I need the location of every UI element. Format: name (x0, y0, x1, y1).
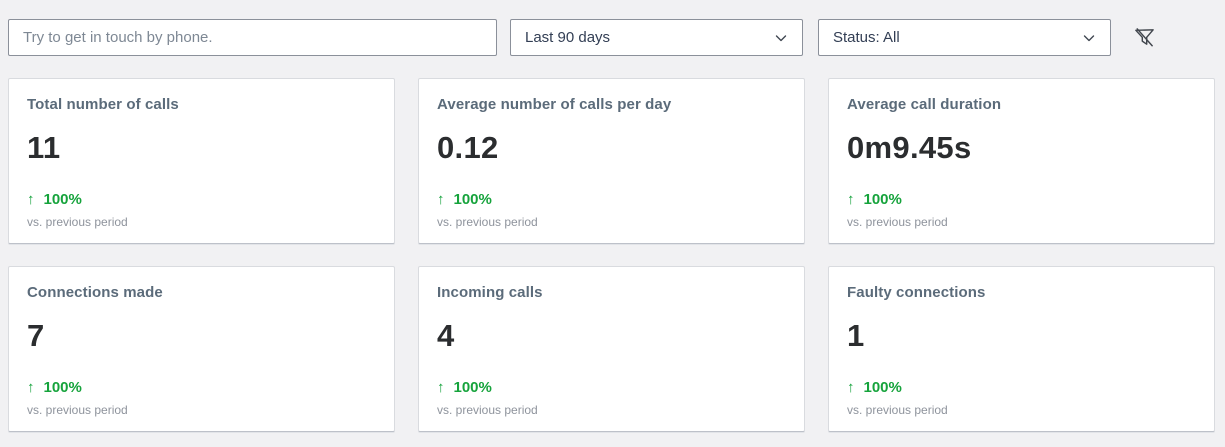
status-dropdown-value: Status: All (833, 29, 900, 46)
card-comparison-label: vs. previous period (27, 403, 128, 417)
card-title: Connections made (27, 284, 163, 301)
card-delta: ↑ 100% (847, 379, 1196, 396)
stat-card-faulty-connections: Faulty connections 1 ↑ 100% vs. previous… (828, 266, 1215, 432)
status-dropdown[interactable]: Status: All (818, 19, 1111, 56)
card-delta: ↑ 100% (27, 191, 376, 208)
card-title: Average number of calls per day (437, 96, 672, 113)
chevron-down-icon (773, 30, 789, 46)
arrow-up-icon: ↑ (27, 379, 35, 396)
stat-card-total-calls: Total number of calls 11 ↑ 100% vs. prev… (8, 78, 395, 244)
card-comparison-label: vs. previous period (437, 215, 538, 229)
stats-card-grid: Total number of calls 11 ↑ 100% vs. prev… (8, 78, 1215, 432)
card-title: Average call duration (847, 96, 1002, 113)
delta-percent: 100% (43, 191, 82, 208)
arrow-up-icon: ↑ (437, 379, 445, 396)
card-value: 11 (27, 130, 61, 165)
delta-percent: 100% (453, 191, 492, 208)
card-value: 0m9.45s (847, 130, 972, 165)
period-dropdown-value: Last 90 days (525, 29, 611, 46)
card-title: Total number of calls (27, 96, 179, 113)
filter-off-icon (1133, 26, 1156, 49)
card-comparison-label: vs. previous period (847, 215, 948, 229)
chevron-down-icon (1081, 30, 1097, 46)
card-value: 7 (27, 318, 45, 353)
card-value: 0.12 (437, 130, 499, 165)
stat-card-avg-call-duration: Average call duration 0m9.45s ↑ 100% vs.… (828, 78, 1215, 244)
delta-percent: 100% (863, 191, 902, 208)
card-comparison-label: vs. previous period (847, 403, 948, 417)
card-value: 1 (847, 318, 865, 353)
card-delta: ↑ 100% (437, 191, 786, 208)
arrow-up-icon: ↑ (437, 191, 445, 208)
search-input[interactable] (8, 19, 497, 56)
period-dropdown[interactable]: Last 90 days (510, 19, 803, 56)
delta-percent: 100% (43, 379, 82, 396)
card-delta: ↑ 100% (847, 191, 1196, 208)
card-title: Faulty connections (847, 284, 986, 301)
card-comparison-label: vs. previous period (27, 215, 128, 229)
card-delta: ↑ 100% (27, 379, 376, 396)
card-comparison-label: vs. previous period (437, 403, 538, 417)
stat-card-avg-calls-per-day: Average number of calls per day 0.12 ↑ 1… (418, 78, 805, 244)
clear-filters-button[interactable] (1130, 24, 1158, 52)
card-value: 4 (437, 318, 455, 353)
arrow-up-icon: ↑ (847, 379, 855, 396)
stat-card-connections-made: Connections made 7 ↑ 100% vs. previous p… (8, 266, 395, 432)
delta-percent: 100% (863, 379, 902, 396)
card-title: Incoming calls (437, 284, 543, 301)
stat-card-incoming-calls: Incoming calls 4 ↑ 100% vs. previous per… (418, 266, 805, 432)
filter-toolbar: Last 90 days Status: All (0, 0, 1225, 56)
card-delta: ↑ 100% (437, 379, 786, 396)
delta-percent: 100% (453, 379, 492, 396)
arrow-up-icon: ↑ (27, 191, 35, 208)
arrow-up-icon: ↑ (847, 191, 855, 208)
